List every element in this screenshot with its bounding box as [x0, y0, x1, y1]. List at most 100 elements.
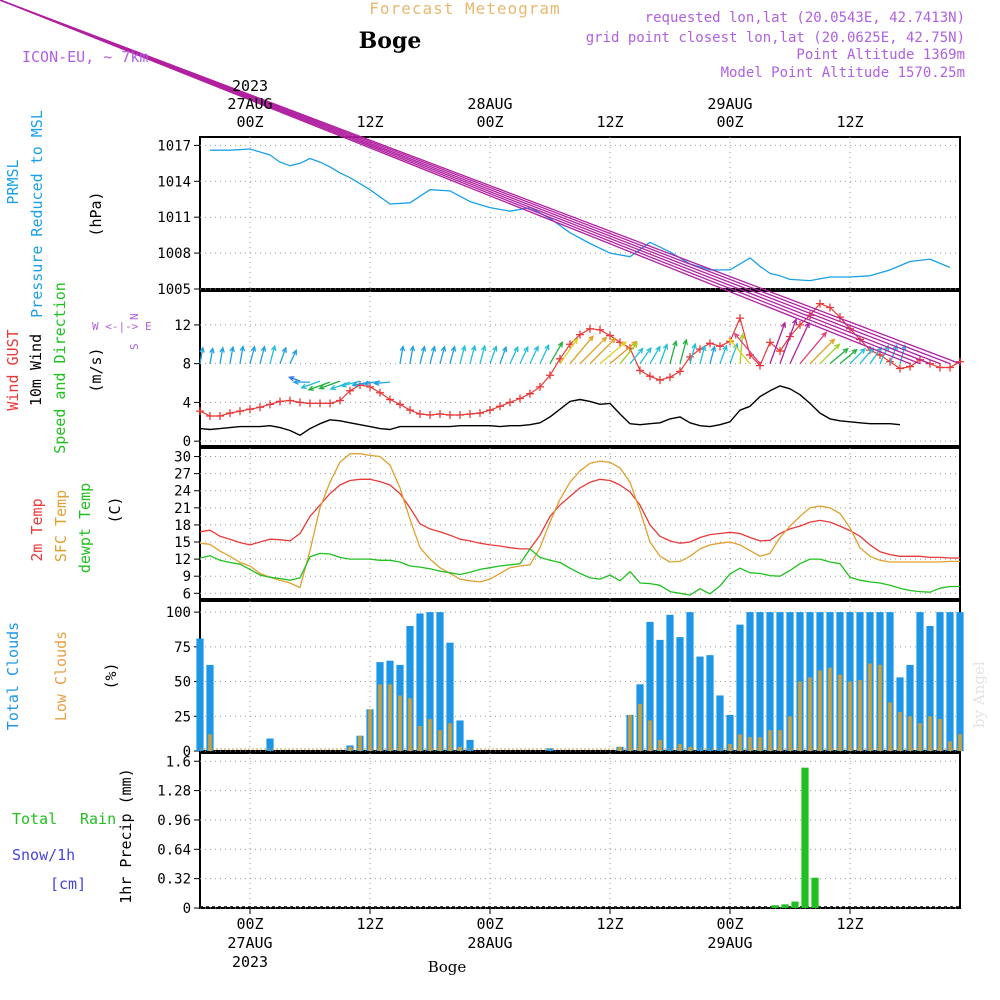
low-cloud-bar: [868, 663, 872, 751]
gust-point: [716, 342, 724, 351]
wind-arrow: [341, 380, 361, 387]
gust-point: [396, 400, 404, 409]
wind-arrow: [609, 341, 637, 365]
gust-point: [706, 339, 714, 348]
low-cloud-bar: [878, 664, 882, 751]
wind-arrow: [559, 338, 578, 365]
low-cloud-bar: [418, 726, 422, 751]
grid-point-location: grid point closest lon,lat (20.0625E, 42…: [586, 30, 965, 46]
snow-unit-label: [cm]: [50, 875, 86, 893]
ytick-label-wind: 8: [183, 357, 191, 373]
low-cloud-bar: [628, 714, 632, 751]
wind-arrow-head: [868, 346, 875, 354]
wind-arrow-head: [572, 337, 579, 345]
xtick-top: 12Z: [356, 113, 383, 131]
wind-arrow-head: [307, 385, 314, 391]
wind-arrow: [649, 346, 661, 364]
gust-point: [946, 363, 954, 372]
compass-north: N: [128, 313, 141, 320]
gust-point: [196, 407, 204, 416]
product-title: Forecast Meteogram: [369, 0, 560, 18]
wind-arrow-head: [291, 348, 297, 356]
total-cloud-bar: [786, 612, 794, 751]
precip-axis-label: 1hr Precip (mm): [117, 768, 135, 903]
gust-point: [656, 376, 664, 385]
total-cloud-bar: [406, 626, 414, 751]
year-top: 2023: [232, 77, 268, 95]
clouds-unit: (%): [102, 662, 120, 689]
station-title: Boge: [359, 28, 422, 54]
wind-arrow: [629, 348, 644, 365]
low-cloud-bar: [648, 720, 652, 751]
total-cloud-bar: [646, 621, 654, 751]
low-cloud-bar: [208, 734, 212, 751]
low-cloud-bar: [838, 674, 842, 751]
wind-arrow-head: [637, 347, 644, 354]
wind-arrow-head: [728, 337, 735, 344]
rain-bar: [801, 767, 809, 908]
wind-arrow: [669, 341, 677, 364]
ytick-label-precip: 0.96: [157, 813, 191, 829]
rain-bar: [771, 905, 779, 908]
xtick-bottom: 12Z: [356, 915, 383, 933]
low-cloud-bar: [888, 702, 892, 751]
low-cloud-bar: [658, 739, 662, 751]
gust-point: [906, 362, 914, 371]
ytick-label-temp: 27: [174, 467, 191, 483]
low-clouds-label: Low Clouds: [52, 631, 70, 721]
ytick-label-precip: 0.32: [157, 872, 191, 888]
wind-arrow: [879, 345, 889, 364]
xtick-top: 00Z: [476, 113, 503, 131]
gust-point: [296, 398, 304, 407]
gust-point: [736, 314, 744, 323]
temp-line-1: [199, 453, 960, 589]
low-cloud-bar: [788, 716, 792, 751]
wind-arrow-head: [739, 332, 745, 340]
wind-unit: (m/s): [87, 347, 105, 392]
low-cloud-bar: [858, 680, 862, 751]
wind-arrow: [209, 348, 214, 364]
wind-arrow: [399, 346, 404, 364]
gust-point: [446, 411, 454, 419]
day-label-top: 28AUG: [467, 95, 512, 113]
total-cloud-bar: [956, 612, 964, 751]
gust-point: [416, 410, 424, 419]
ytick-label-precip: 1.28: [157, 784, 191, 800]
gust-point: [496, 402, 504, 411]
low-cloud-bar: [408, 698, 412, 751]
gust-point: [306, 399, 314, 408]
ytick-label-wind: 12: [174, 318, 191, 334]
rain-bar: [811, 877, 819, 908]
wind-arrow: [330, 381, 351, 390]
rain-bar: [791, 901, 799, 908]
wind-arrow: [829, 348, 849, 365]
wind-arrow-head: [470, 344, 477, 352]
wind-arrow: [599, 341, 627, 365]
total-clouds-label: Total Clouds: [4, 622, 22, 730]
ytick-label-precip: 0: [183, 901, 191, 917]
total-cloud-bar: [416, 613, 424, 751]
wind-arrow-head: [883, 344, 890, 351]
low-cloud-bar: [638, 703, 642, 751]
wind-arrow: [839, 349, 858, 365]
pressure-label-short: PRMSL: [4, 159, 22, 204]
low-cloud-bar: [438, 730, 442, 751]
low-cloud-bar: [898, 712, 902, 751]
xtick-bottom: 00Z: [476, 915, 503, 933]
gust-point: [406, 406, 414, 415]
low-cloud-bar: [428, 719, 432, 751]
gust-point: [576, 330, 584, 339]
gust-point: [346, 386, 354, 395]
wind-arrow-head: [460, 344, 467, 352]
total-cloud-bar: [716, 695, 724, 751]
wind-arrow: [439, 346, 446, 364]
year-bottom: 2023: [232, 953, 268, 971]
wind-arrow: [619, 342, 638, 365]
wind-arrow-head: [655, 345, 661, 352]
point-altitude: Point Altitude 1369m: [796, 47, 965, 63]
wind-arrow: [789, 322, 810, 364]
wind-arrow-head: [430, 345, 437, 352]
wind-arrow-head: [351, 381, 358, 388]
wind-arrow-head: [270, 344, 277, 352]
panel-frame-clouds: [199, 600, 961, 752]
